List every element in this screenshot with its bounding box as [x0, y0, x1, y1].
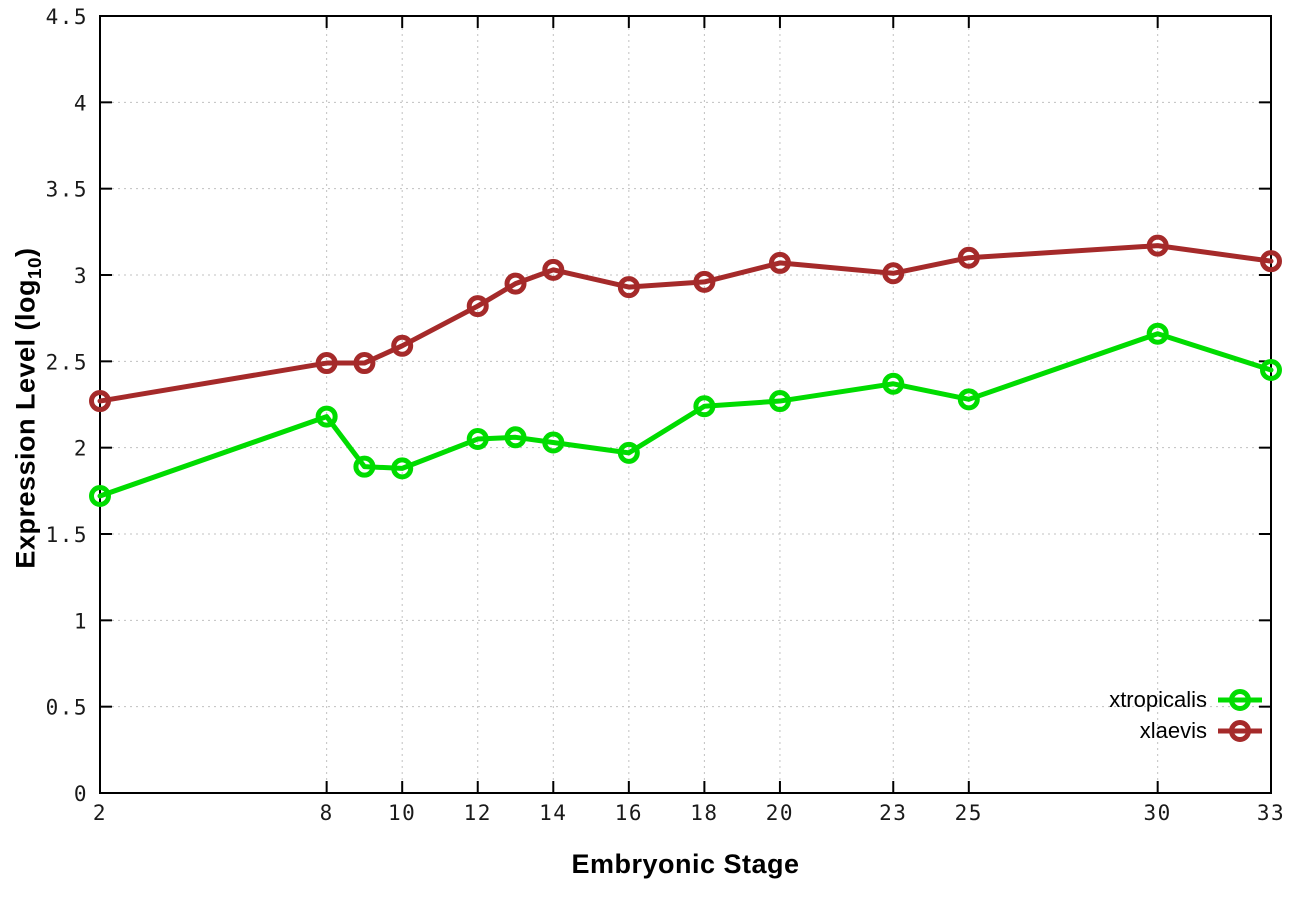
- y-tick-label-0: 0: [74, 782, 88, 806]
- x-tick-label-25: 25: [955, 801, 983, 825]
- data-point-xtropicalis-20: [768, 390, 791, 413]
- y-tick-label-1: 1: [74, 609, 88, 633]
- data-point-xlaevis-23: [882, 262, 905, 285]
- x-axis-title: Embryonic Stage: [571, 849, 800, 879]
- x-tick-label-8: 8: [320, 801, 334, 825]
- data-point-xtropicalis-33: [1260, 358, 1282, 381]
- y-tick-label-2: 2: [74, 437, 88, 461]
- legend-marker-xlaevis-icon: [1218, 719, 1262, 742]
- y-tick-label-4: 4: [74, 91, 88, 115]
- y-axis-title: Expression Level (log10): [10, 20, 46, 797]
- legend: xtropicalis xlaevis: [1109, 684, 1263, 746]
- data-point-xlaevis-8: [315, 352, 338, 375]
- data-point-xlaevis-33: [1260, 250, 1282, 273]
- x-tick-label-10: 10: [388, 801, 416, 825]
- data-point-xtropicalis-10: [391, 457, 414, 480]
- series-line-xlaevis: [97, 243, 1274, 404]
- y-tick-label-1.5: 1.5: [46, 523, 88, 547]
- x-tick-label-23: 23: [879, 801, 907, 825]
- data-point-xtropicalis-16: [617, 441, 640, 464]
- data-point-xtropicalis-2: [89, 485, 111, 508]
- x-tick-label-2: 2: [93, 801, 107, 825]
- data-point-xlaevis-14: [542, 258, 565, 281]
- x-tick-label-16: 16: [615, 801, 643, 825]
- data-point-xlaevis-20: [768, 251, 791, 274]
- data-point-xtropicalis-9: [353, 455, 376, 478]
- plot-border: [99, 15, 1272, 794]
- y-axis-title-subscript: 10: [24, 256, 46, 279]
- x-tick-label-18: 18: [690, 801, 718, 825]
- series-line-xtropicalis: [97, 331, 1274, 499]
- data-point-xlaevis-2: [89, 390, 111, 413]
- data-point-xlaevis-18: [693, 270, 716, 293]
- x-tick-label-20: 20: [766, 801, 794, 825]
- data-point-xtropicalis-23: [882, 372, 905, 395]
- y-tick-label-3: 3: [74, 264, 88, 288]
- data-point-xtropicalis-8: [315, 405, 338, 428]
- data-point-xlaevis-12: [466, 295, 489, 318]
- data-point-xtropicalis-14: [542, 431, 565, 454]
- legend-marker-xtropicalis-icon: [1218, 688, 1262, 711]
- legend-label-xlaevis: xlaevis: [1139, 717, 1207, 743]
- x-tick-label-14: 14: [539, 801, 567, 825]
- data-point-xtropicalis-18: [693, 395, 716, 418]
- x-tick-label-33: 33: [1257, 801, 1285, 825]
- data-point-xlaevis-13: [504, 272, 527, 295]
- legend-item-xlaevis: xlaevis: [1140, 715, 1263, 746]
- data-point-xlaevis-10: [391, 334, 414, 357]
- data-point-xlaevis-25: [957, 246, 980, 269]
- x-tick-label-30: 30: [1144, 801, 1172, 825]
- data-point-xtropicalis-30: [1146, 322, 1169, 345]
- data-point-xlaevis-9: [353, 352, 376, 375]
- y-tick-label-4.5: 4.5: [46, 5, 88, 29]
- y-tick-label-3.5: 3.5: [46, 178, 88, 202]
- y-axis-title-text: Expression Level (log: [10, 278, 41, 569]
- y-axis-title-close-paren: ): [10, 247, 41, 257]
- x-tick-label-12: 12: [464, 801, 492, 825]
- data-point-xtropicalis-25: [957, 388, 980, 411]
- legend-item-xtropicalis: xtropicalis: [1109, 684, 1263, 715]
- legend-label-xtropicalis: xtropicalis: [1109, 686, 1207, 712]
- data-point-xtropicalis-12: [466, 428, 489, 451]
- data-point-xlaevis-30: [1146, 234, 1169, 257]
- data-point-xlaevis-16: [617, 276, 640, 299]
- data-point-xtropicalis-13: [504, 426, 527, 449]
- y-tick-label-0.5: 0.5: [46, 696, 88, 720]
- y-tick-label-2.5: 2.5: [46, 350, 88, 374]
